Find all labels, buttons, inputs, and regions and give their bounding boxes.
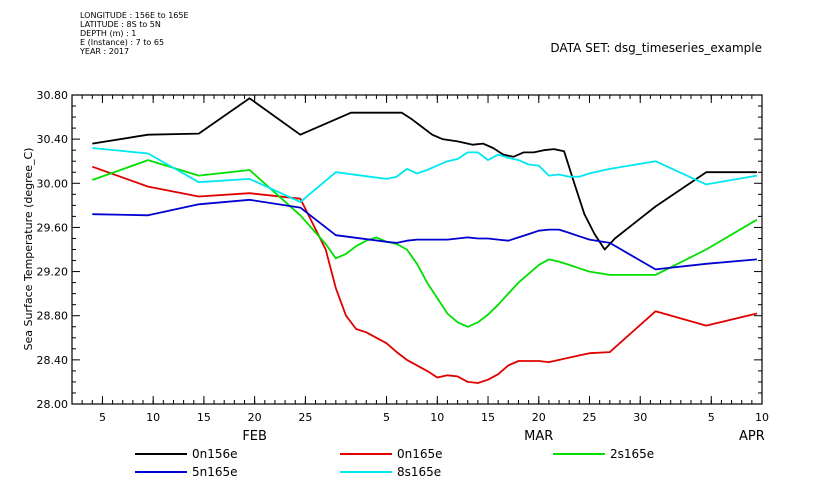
x-tick-label: 30 <box>633 411 647 424</box>
x-tick-label: 5 <box>99 411 106 424</box>
x-month-label: MAR <box>524 429 553 444</box>
header-instance: E (Instance) : 7 to 65 <box>80 38 164 47</box>
y-tick-label: 30.80 <box>37 89 69 102</box>
x-tick-label: 20 <box>532 411 546 424</box>
series-line-8s165e <box>92 147 758 203</box>
series-line-2s165e <box>91 159 758 328</box>
x-tick-label: 5 <box>708 411 715 424</box>
y-tick-label: 28.40 <box>37 354 69 367</box>
x-tick-label: 15 <box>481 411 495 424</box>
series-line-5n165e <box>92 198 757 271</box>
x-tick-label: 25 <box>298 411 312 424</box>
x-tick-label: 10 <box>430 411 444 424</box>
y-tick-label: 30.40 <box>37 133 69 146</box>
legend-label-5n165e: 5n165e <box>192 465 238 479</box>
x-month-label: FEB <box>242 429 267 444</box>
y-axis-title: Sea Surface Temperature (degree_C) <box>22 148 35 351</box>
x-tick-label: 10 <box>755 411 769 424</box>
axes: 28.00 28.40 28.80 29.20 29.60 30.00 30.40 30.80… <box>37 89 770 444</box>
x-tick-label: 10 <box>146 411 160 424</box>
y-tick-label: 28.00 <box>37 398 69 411</box>
series-lines <box>91 97 758 384</box>
series-line-0n165e <box>91 165 758 384</box>
x-tick-label: 25 <box>583 411 597 424</box>
dataset-label: DATA SET: dsg_timeseries_example <box>550 41 762 55</box>
x-month-label: APR <box>739 429 765 444</box>
x-tick-label: 20 <box>248 411 262 424</box>
y-tick-label: 30.00 <box>37 177 69 190</box>
y-tick-label: 29.20 <box>37 266 69 279</box>
header-year: YEAR : 2017 <box>79 47 129 56</box>
header-longitude: LONGITUDE : 156E to 165E <box>80 11 189 20</box>
legend-label-0n165e: 0n165e <box>397 447 443 461</box>
x-tick-label: 5 <box>383 411 390 424</box>
legend: 0n156e 0n165e 2s165e 5n165e 8s165e <box>135 447 654 479</box>
legend-label-2s165e: 2s165e <box>610 447 654 461</box>
legend-label-0n156e: 0n156e <box>192 447 238 461</box>
header-depth: DEPTH (m) : 1 <box>80 29 136 38</box>
plot-frame <box>71 94 763 405</box>
legend-label-8s165e: 8s165e <box>397 465 441 479</box>
y-tick-label: 29.60 <box>37 221 69 234</box>
series-line-0n156e <box>92 97 757 251</box>
x-tick-label: 15 <box>197 411 211 424</box>
header-latitude: LATITUDE : 8S to 5N <box>80 20 161 29</box>
y-tick-label: 28.80 <box>37 310 69 323</box>
header-info: LONGITUDE : 156E to 165E LATITUDE : 8S t… <box>79 11 189 56</box>
